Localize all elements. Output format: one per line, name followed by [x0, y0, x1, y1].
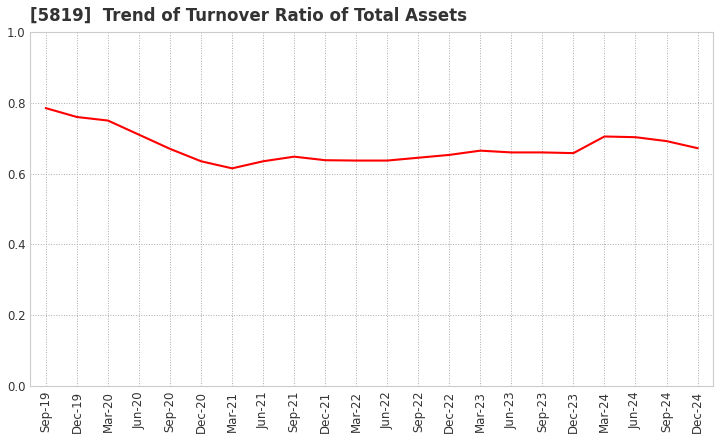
Text: [5819]  Trend of Turnover Ratio of Total Assets: [5819] Trend of Turnover Ratio of Total …: [30, 7, 467, 25]
